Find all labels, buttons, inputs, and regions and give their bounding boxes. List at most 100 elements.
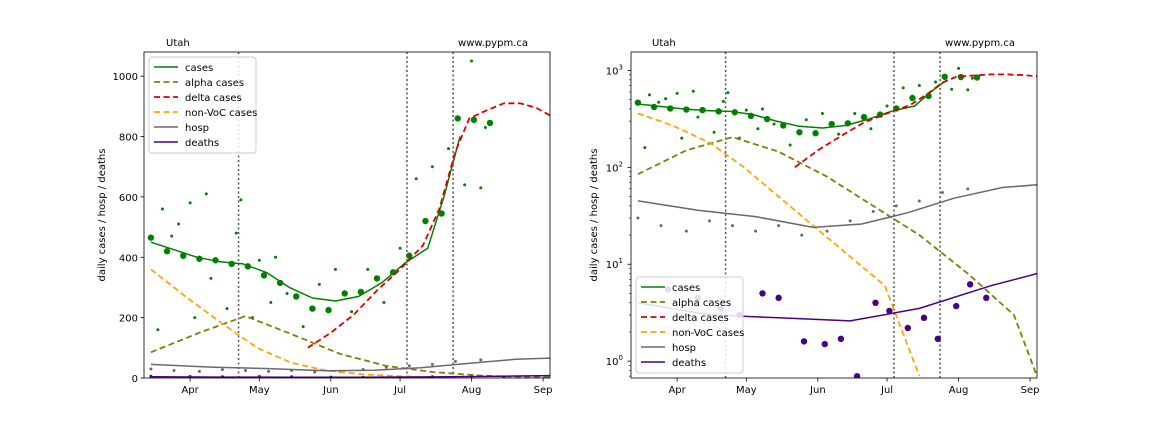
- series-line-cases: [150, 136, 461, 302]
- x-tick-label: Sep: [1021, 385, 1040, 396]
- data-point-cases: [885, 104, 889, 108]
- data-point-cases: [657, 100, 661, 104]
- data-point-cases: [470, 59, 474, 63]
- data-point-hosp: [966, 187, 970, 191]
- data-point-hosp: [825, 229, 829, 233]
- data-point-deaths: [759, 290, 766, 297]
- data-point-deaths: [853, 372, 861, 378]
- data-point-hosp: [917, 199, 921, 203]
- data-point-cases: [820, 111, 824, 115]
- data-point-deaths: [800, 338, 808, 345]
- x-tick-label: Jul: [393, 385, 406, 396]
- data-point-cases: [917, 83, 921, 87]
- chart-source: www.pypm.ca: [945, 38, 1015, 49]
- x-tick-label: Aug: [462, 385, 482, 396]
- data-point-cases: [853, 111, 857, 115]
- legend-label-hosp: hosp: [672, 343, 696, 354]
- data-point-cases: [696, 115, 700, 119]
- series-line-delta-cases: [307, 102, 550, 349]
- y-tick-label: 1000: [113, 72, 138, 83]
- data-point-cases: [257, 258, 261, 262]
- y-axis-label: daily cases / hosp / deaths: [97, 149, 108, 282]
- data-point-hosp: [940, 191, 944, 195]
- data-point-cases: [422, 217, 429, 225]
- data-point-cases: [950, 87, 954, 91]
- data-point-deaths: [775, 294, 782, 302]
- series-line-non-VoC-cases: [637, 112, 921, 377]
- data-point-cases: [430, 165, 434, 169]
- data-point-cases: [463, 183, 467, 187]
- chart-panel-linear: Utah www.pypm.ca daily cases / hosp / de…: [97, 38, 553, 396]
- data-point-hosp: [659, 224, 663, 228]
- data-point-cases: [804, 118, 808, 122]
- legend-label-deaths: deaths: [672, 358, 706, 369]
- data-point-cases: [756, 127, 760, 131]
- data-point-hosp: [244, 368, 247, 372]
- data-point-cases: [170, 234, 174, 238]
- legend-box: [148, 56, 257, 154]
- data-point-cases: [712, 130, 716, 134]
- data-point-cases: [744, 108, 748, 112]
- x-tick-label: Sep: [534, 385, 553, 396]
- data-point-cases: [934, 80, 937, 84]
- data-point-hosp: [848, 219, 852, 223]
- x-tick-label: Jun: [809, 385, 826, 396]
- legend-label-cases: cases: [672, 283, 700, 294]
- data-point-cases: [366, 267, 370, 271]
- data-point-deaths: [983, 294, 990, 302]
- legend-label-non-VoC-cases: non-VoC cases: [672, 328, 744, 339]
- data-point-deaths: [886, 307, 893, 315]
- data-point-cases: [957, 66, 961, 70]
- data-point-hosp: [636, 216, 640, 220]
- data-point-hosp: [313, 370, 317, 374]
- data-point-hosp: [479, 358, 483, 362]
- data-point-cases: [721, 99, 725, 103]
- data-point-cases: [438, 210, 445, 217]
- x-tick-label: May: [249, 385, 270, 396]
- data-point-hosp: [430, 362, 434, 366]
- data-point-hosp: [871, 210, 875, 214]
- data-point-cases: [486, 119, 494, 127]
- data-point-cases: [828, 120, 835, 128]
- data-point-cases: [909, 94, 916, 102]
- data-point-deaths: [966, 281, 974, 288]
- data-point-cases: [234, 231, 238, 235]
- x-tick-label: Apr: [181, 385, 199, 396]
- data-point-cases: [193, 316, 197, 320]
- legend-label-delta-cases: delta cases: [185, 93, 242, 104]
- data-point-hosp: [731, 224, 734, 228]
- x-tick-label: May: [736, 385, 757, 396]
- data-point-cases: [901, 86, 905, 90]
- y-tick-label: 102: [606, 160, 623, 174]
- y-tick-label: 200: [119, 314, 138, 325]
- x-tick-label: Aug: [949, 385, 969, 396]
- y-axis-label: daily cases / hosp / deaths: [589, 149, 600, 282]
- data-point-hosp: [754, 229, 758, 233]
- data-point-hosp: [800, 233, 804, 237]
- data-point-cases: [269, 301, 273, 305]
- data-point-cases: [373, 275, 381, 282]
- data-point-deaths: [904, 324, 912, 332]
- data-point-hosp: [220, 368, 224, 372]
- data-point-cases: [643, 146, 647, 150]
- y-tick-label: 600: [119, 193, 138, 204]
- data-point-cases: [163, 248, 171, 255]
- series-line-deaths: [150, 374, 550, 378]
- data-point-cases: [239, 198, 243, 202]
- data-point-cases: [260, 272, 268, 279]
- data-point-cases: [228, 260, 235, 268]
- data-point-hosp: [894, 204, 898, 208]
- y-tick-label: 100: [606, 354, 623, 368]
- data-point-cases: [796, 129, 803, 136]
- data-point-cases: [333, 267, 337, 271]
- data-point-cases: [470, 116, 478, 124]
- data-point-cases: [447, 147, 450, 151]
- y-tick-label: 800: [119, 133, 138, 144]
- series-line-alpha-cases: [150, 315, 550, 378]
- data-point-cases: [209, 276, 213, 280]
- data-point-cases: [780, 122, 787, 129]
- data-point-cases: [860, 113, 868, 121]
- data-point-deaths: [953, 302, 960, 310]
- data-point-cases: [177, 222, 181, 226]
- plot-frame: [143, 51, 551, 379]
